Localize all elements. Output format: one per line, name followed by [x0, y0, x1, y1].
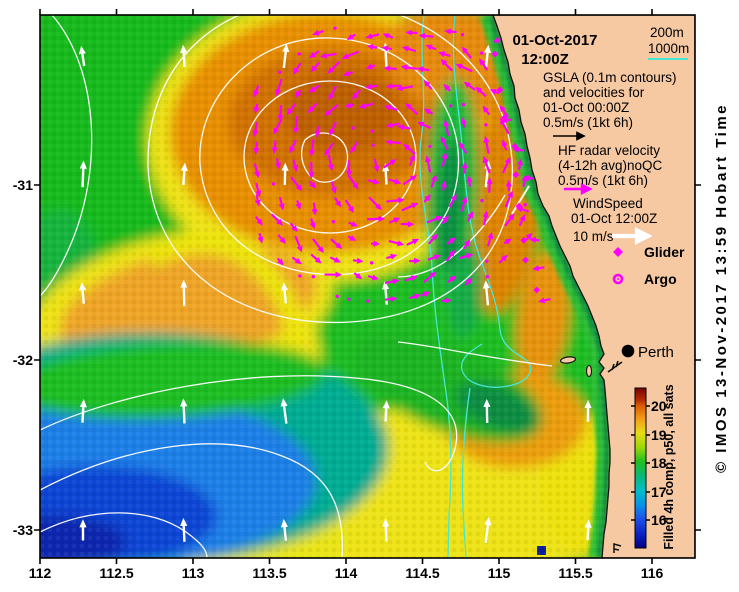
colorbar: 20 19 18 17 16 Filled 4h comp, p50, all … [631, 384, 676, 550]
hf-radar-vectors [252, 26, 551, 304]
credit-watermark: © IMOS 13-Nov-2017 13:59 Hobart Time [713, 103, 730, 473]
perth-marker [621, 344, 635, 358]
glider-position-marker [515, 202, 523, 210]
date-label: 01-Oct-2017 [512, 32, 597, 49]
wind-legend-line1: WindSpeed [573, 196, 643, 211]
wind-arrows [78, 42, 592, 543]
gsla-legend: GSLA (0.1m contours) and velocities for … [543, 70, 677, 141]
wind-scale-label: 10 m/s [573, 229, 614, 244]
glider-position-marker [511, 142, 519, 150]
depth-200m-label: 200m [650, 25, 684, 40]
rottnest-island [559, 356, 577, 364]
plot-frame [39, 14, 696, 559]
colorbar-tick-16: 16 [651, 512, 667, 528]
argo-marker-center [617, 278, 619, 280]
y-tick-31: -31 [13, 177, 33, 193]
x-tick-116: 116 [641, 565, 664, 581]
perth-label: Perth [638, 344, 674, 361]
colorbar-tick-20: 20 [651, 398, 667, 414]
x-tick-112-5: 112.5 [99, 565, 133, 581]
x-axis-labels: 112 112.5 113 113.5 114 114.5 115 115.5 … [29, 565, 664, 581]
colorbar-ticks [631, 405, 650, 521]
colorbar-title: Filled 4h comp, p50, all sats [662, 384, 676, 549]
argo-marker-sample [612, 273, 624, 285]
gsla-contours [40, 15, 553, 558]
x-tick-114-5: 114.5 [405, 565, 439, 581]
x-tick-113-5: 113.5 [252, 565, 286, 581]
x-tick-115: 115 [488, 565, 511, 581]
colorbar-tick-19: 19 [651, 427, 667, 443]
gsla-legend-line1: GSLA (0.1m contours) [543, 70, 677, 85]
x-tick-112: 112 [29, 565, 52, 581]
glider-position-marker [491, 50, 499, 58]
glider-marker-sample [613, 247, 623, 257]
glider-position-marker [512, 171, 520, 179]
gsla-arrow-sample [553, 131, 586, 141]
hf-legend-line1: HF radar velocity [558, 143, 660, 158]
y-tick-33: -33 [13, 522, 33, 538]
argo-label: Argo [644, 271, 677, 287]
time-label: 12:00Z [521, 51, 569, 68]
x-tick-115-5: 115.5 [558, 565, 592, 581]
gsla-legend-line3: 01-Oct 00:00Z [543, 100, 629, 115]
colorbar-tick-18: 18 [651, 455, 667, 471]
gsla-legend-line2: and velocities for [543, 85, 645, 100]
hf-legend-line2: (4-12h avg)noQC [558, 158, 663, 173]
wind-legend: WindSpeed 01-Oct 12:00Z 10 m/s [571, 196, 657, 245]
glider-position-marker [501, 114, 509, 121]
glider-position-marker [496, 86, 504, 94]
wind-barb-glyph [607, 360, 623, 373]
colorbar-tick-17: 17 [651, 484, 667, 500]
gsla-legend-line4: 0.5m/s (1kt 6h) [543, 115, 633, 130]
wind-barb-glyph-2 [613, 543, 622, 553]
x-tick-113: 113 [182, 565, 205, 581]
glider-position-marker [522, 256, 529, 264]
garden-island [585, 364, 593, 378]
wind-legend-line2: 01-Oct 12:00Z [571, 211, 657, 226]
axis-ticks [34, 9, 701, 564]
hf-legend-line3: 0.5m/s (1kt 6h) [558, 173, 648, 188]
glider-label: Glider [644, 244, 685, 260]
wind-arrow-sample [612, 227, 653, 245]
hf-radar-legend: HF radar velocity (4-12h avg)noQC 0.5m/s… [558, 143, 663, 195]
colorbar-gradient [634, 387, 647, 549]
glider-position-marker [520, 237, 528, 244]
glider-track [491, 50, 541, 294]
hf-arrow-sample [564, 183, 593, 195]
y-tick-32: -32 [13, 352, 33, 368]
depth-1000m-label: 1000m [648, 41, 689, 56]
bathy-contour-200m [419, 15, 452, 558]
x-tick-114: 114 [335, 565, 358, 581]
y-axis-labels: -31 -32 -33 [13, 177, 33, 538]
